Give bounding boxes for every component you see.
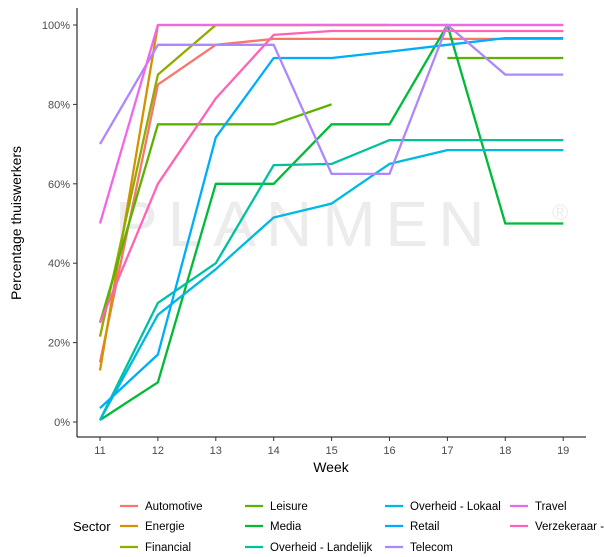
series-media <box>99 23 564 421</box>
legend-label: Media <box>270 521 302 533</box>
legend-item: Automotive <box>120 501 203 513</box>
y-tick-label: 40% <box>48 258 70 270</box>
legend-item: Leisure <box>245 501 308 513</box>
series-line <box>99 23 564 176</box>
legend-item: Media <box>245 521 302 533</box>
y-tick-label: 0% <box>54 417 70 429</box>
legend-label: Leisure <box>270 501 308 513</box>
y-tick-label: 100% <box>42 20 70 32</box>
legend-item: Retail <box>385 521 439 533</box>
series-lines <box>98 23 564 421</box>
x-tick-label: 11 <box>94 445 105 457</box>
series-line <box>98 138 564 421</box>
x-axis-title: Week <box>313 459 350 475</box>
legend-label: Verzekeraar - Zorg <box>535 521 604 533</box>
legend-label: Travel <box>535 501 567 513</box>
series-overheid-lokaal <box>98 148 564 421</box>
x-tick-label: 12 <box>152 445 164 457</box>
legend-item: Travel <box>510 501 567 513</box>
x-tick-label: 19 <box>557 445 569 457</box>
x-tick-label: 14 <box>268 445 280 457</box>
watermark-text: PLANMEN <box>115 188 494 260</box>
series-line <box>98 37 564 363</box>
legend-label: Retail <box>410 521 439 533</box>
legend-item: Overheid - Lokaal <box>385 501 501 513</box>
x-tick-label: 13 <box>210 445 222 457</box>
series-overheid-landelijk <box>98 138 564 421</box>
legend-item: Energie <box>120 521 185 533</box>
legend: Automotive Energie Financial Leisure Media Ov… <box>120 501 604 554</box>
series-retail <box>99 36 564 409</box>
legend-label: Automotive <box>145 501 203 513</box>
legend-label: Overheid - Landelijk <box>270 542 373 554</box>
series-line <box>98 148 564 421</box>
y-axis-title: Percentage thuiswerkers <box>8 146 24 300</box>
series-telecom <box>99 23 564 176</box>
series-travel <box>98 23 564 224</box>
legend-title: Sector <box>73 519 111 534</box>
series-line <box>99 36 564 409</box>
legend-label: Energie <box>145 521 185 533</box>
legend-item: Overheid - Landelijk <box>245 542 373 554</box>
y-tick-label: 20% <box>48 338 70 350</box>
x-tick-label: 16 <box>383 445 395 457</box>
series-verzekeraar-zorg <box>98 29 564 324</box>
legend-label: Financial <box>145 542 191 554</box>
legend-item: Verzekeraar - Zorg <box>510 521 604 533</box>
x-tick-label: 17 <box>441 445 453 457</box>
y-tick-label: 60% <box>48 179 70 191</box>
x-tick-label: 18 <box>499 445 511 457</box>
series-line <box>98 23 564 224</box>
watermark-registered-mark: ® <box>552 200 568 225</box>
series-line <box>98 29 564 324</box>
series-leisure <box>98 56 564 324</box>
legend-label: Overheid - Lokaal <box>410 501 501 513</box>
x-tick-label: 15 <box>325 445 337 457</box>
y-tick-label: 80% <box>48 99 70 111</box>
series-automotive <box>98 37 564 363</box>
watermark: PLANMEN ® <box>115 188 568 260</box>
legend-item: Telecom <box>385 542 453 554</box>
legend-item: Financial <box>120 542 191 554</box>
series-line <box>98 103 332 324</box>
series-line <box>99 23 564 421</box>
legend-label: Telecom <box>410 542 453 554</box>
axes: 0% 20% 40% 60% 80% 100% 11 12 13 14 15 16 17 18 19 <box>42 8 586 457</box>
